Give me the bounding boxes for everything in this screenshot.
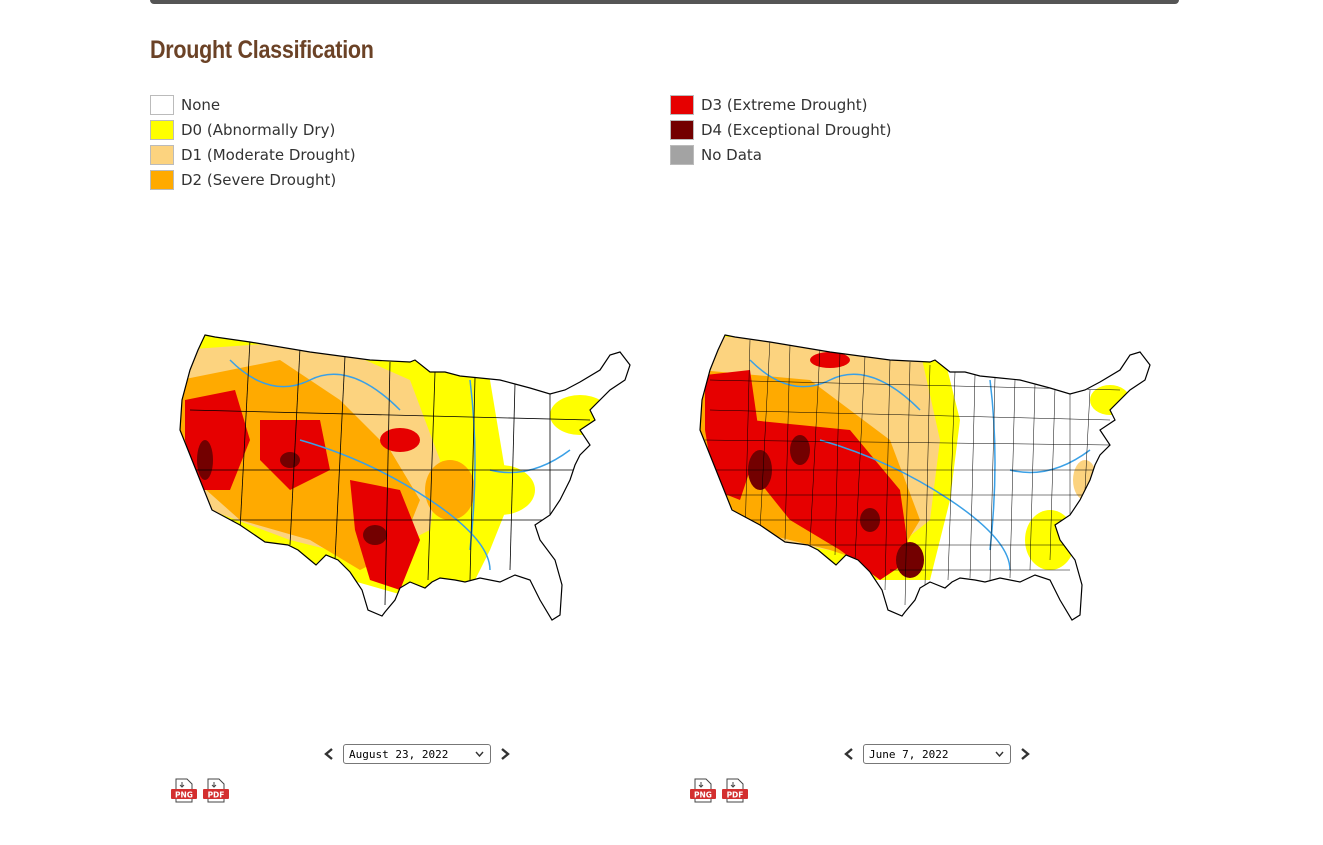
png-download-button[interactable]: PNG: [689, 778, 717, 804]
legend-swatch-d3: [670, 94, 694, 115]
chevron-down-icon: [995, 751, 1004, 757]
download-buttons-map-2: PNG PDF: [689, 778, 749, 804]
legend-label: D2 (Severe Drought): [181, 170, 337, 189]
chevron-right-icon: [501, 748, 510, 760]
png-download-button[interactable]: PNG: [170, 778, 198, 804]
date-select-map-2[interactable]: June 7, 2022: [863, 744, 1011, 764]
pdf-download-label: PDF: [727, 791, 744, 800]
legend-item-d4: D4 (Exceptional Drought): [670, 117, 892, 142]
legend-swatch-d1: [150, 144, 174, 165]
png-download-icon: PNG: [690, 778, 716, 803]
page-title: Drought Classification: [150, 36, 374, 64]
next-date-button[interactable]: [1017, 746, 1033, 762]
legend-label: D1 (Moderate Drought): [181, 145, 356, 164]
legend-item-none: None: [150, 92, 356, 117]
legend-item-d1: D1 (Moderate Drought): [150, 142, 356, 167]
legend-swatch-d0: [150, 119, 174, 140]
next-date-button[interactable]: [497, 746, 513, 762]
date-nav-map-1: August 23, 2022: [321, 742, 513, 766]
drought-map-aug-23-2022: [170, 320, 650, 640]
png-download-icon: PNG: [171, 778, 197, 803]
legend-swatch-d4: [670, 119, 694, 140]
png-download-label: PNG: [694, 791, 712, 800]
chevron-left-icon: [844, 748, 853, 760]
chevron-right-icon: [1021, 748, 1030, 760]
legend-label: None: [181, 95, 221, 114]
legend-column-right: D3 (Extreme Drought) D4 (Exceptional Dro…: [670, 92, 892, 167]
png-download-label: PNG: [175, 791, 193, 800]
pdf-download-icon: PDF: [722, 778, 748, 803]
pdf-download-icon: PDF: [203, 778, 229, 803]
legend-swatch-no-data: [670, 144, 694, 165]
legend-item-no-data: No Data: [670, 142, 892, 167]
previous-date-button[interactable]: [321, 746, 337, 762]
chevron-down-icon: [475, 751, 484, 757]
legend-item-d3: D3 (Extreme Drought): [670, 92, 892, 117]
chevron-left-icon: [324, 748, 333, 760]
legend-item-d0: D0 (Abnormally Dry): [150, 117, 356, 142]
download-buttons-map-1: PNG PDF: [170, 778, 230, 804]
date-nav-map-2: June 7, 2022: [841, 742, 1033, 766]
top-bar: [150, 0, 1179, 4]
legend-label: D4 (Exceptional Drought): [701, 120, 892, 139]
legend-label: D3 (Extreme Drought): [701, 95, 868, 114]
previous-date-button[interactable]: [841, 746, 857, 762]
legend-swatch-none: [150, 94, 174, 115]
legend-swatch-d2: [150, 169, 174, 190]
pdf-download-button[interactable]: PDF: [721, 778, 749, 804]
drought-map-jun-7-2022: [690, 320, 1170, 640]
pdf-download-label: PDF: [208, 791, 225, 800]
legend-item-d2: D2 (Severe Drought): [150, 167, 356, 192]
date-select-map-1[interactable]: August 23, 2022: [343, 744, 491, 764]
legend-label: No Data: [701, 145, 762, 164]
date-select-value: August 23, 2022: [349, 747, 449, 761]
pdf-download-button[interactable]: PDF: [202, 778, 230, 804]
us-drought-map: [699, 334, 1151, 621]
date-select-value: June 7, 2022: [869, 747, 949, 761]
legend-label: D0 (Abnormally Dry): [181, 120, 336, 139]
legend-column-left: None D0 (Abnormally Dry) D1 (Moderate Dr…: [150, 92, 356, 192]
us-drought-map: [179, 334, 631, 621]
